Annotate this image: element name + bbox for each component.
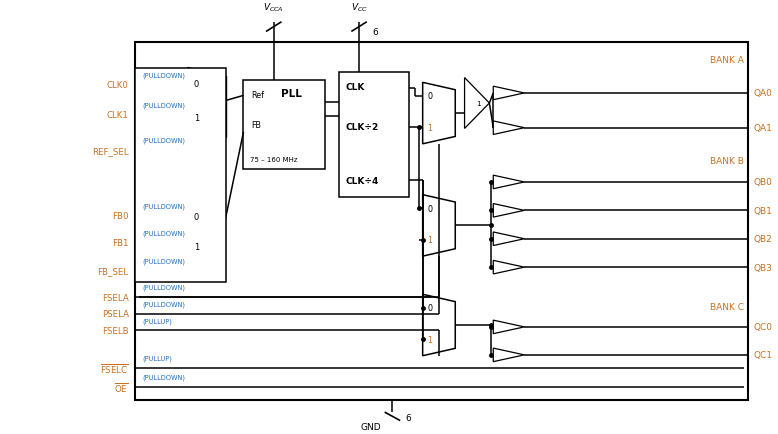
Polygon shape bbox=[493, 349, 524, 362]
Text: QA1: QA1 bbox=[753, 124, 772, 133]
Text: QB3: QB3 bbox=[753, 263, 772, 272]
Polygon shape bbox=[493, 87, 524, 101]
Polygon shape bbox=[493, 320, 524, 334]
Text: FB: FB bbox=[251, 121, 261, 130]
Text: Ref: Ref bbox=[251, 90, 265, 99]
Text: FSELB: FSELB bbox=[102, 326, 128, 335]
Text: (PULLDOWN): (PULLDOWN) bbox=[142, 374, 186, 380]
Text: 0: 0 bbox=[427, 304, 433, 312]
Polygon shape bbox=[422, 83, 455, 145]
Text: 1: 1 bbox=[194, 113, 199, 122]
Text: CLK÷2: CLK÷2 bbox=[345, 123, 378, 132]
Bar bbox=[339, 72, 408, 197]
Text: QA0: QA0 bbox=[753, 89, 772, 98]
Polygon shape bbox=[422, 295, 455, 356]
Text: 1: 1 bbox=[427, 236, 433, 244]
Text: $V_{CCA}$: $V_{CCA}$ bbox=[263, 2, 284, 14]
Polygon shape bbox=[187, 68, 223, 136]
Text: (PULLDOWN): (PULLDOWN) bbox=[142, 102, 186, 109]
Polygon shape bbox=[187, 204, 223, 263]
Bar bbox=[135, 77, 226, 138]
Text: 0: 0 bbox=[427, 92, 433, 101]
Polygon shape bbox=[422, 195, 455, 256]
Text: 0: 0 bbox=[194, 79, 199, 89]
Bar bbox=[135, 43, 748, 400]
Text: QB1: QB1 bbox=[753, 207, 772, 215]
Text: 6: 6 bbox=[405, 413, 412, 422]
Text: PSELA: PSELA bbox=[102, 309, 128, 319]
Text: (PULLDOWN): (PULLDOWN) bbox=[142, 230, 186, 236]
Text: (PULLDOWN): (PULLDOWN) bbox=[142, 258, 186, 265]
Text: CLK1: CLK1 bbox=[107, 111, 128, 120]
Text: (PULLUP): (PULLUP) bbox=[142, 355, 173, 361]
Text: REF_SEL: REF_SEL bbox=[92, 146, 128, 155]
Text: BANK B: BANK B bbox=[710, 157, 744, 166]
Text: BANK A: BANK A bbox=[710, 56, 744, 64]
Text: (PULLDOWN): (PULLDOWN) bbox=[142, 301, 186, 307]
Text: PLL: PLL bbox=[281, 89, 302, 99]
Text: FSELA: FSELA bbox=[102, 293, 128, 302]
Text: 0: 0 bbox=[194, 213, 199, 222]
Text: 1: 1 bbox=[476, 101, 481, 107]
Text: (PULLUP): (PULLUP) bbox=[142, 317, 173, 324]
Text: FB_SEL: FB_SEL bbox=[97, 267, 128, 276]
Text: FB1: FB1 bbox=[112, 239, 128, 247]
Text: CLK0: CLK0 bbox=[107, 81, 128, 90]
Text: BANK C: BANK C bbox=[710, 303, 744, 312]
Text: QB0: QB0 bbox=[753, 178, 772, 187]
Polygon shape bbox=[493, 122, 524, 135]
Polygon shape bbox=[464, 79, 489, 129]
Bar bbox=[244, 81, 325, 170]
Text: GND: GND bbox=[360, 422, 381, 431]
Polygon shape bbox=[493, 233, 524, 246]
Text: (PULLDOWN): (PULLDOWN) bbox=[142, 203, 186, 210]
Text: QB2: QB2 bbox=[753, 235, 772, 243]
Text: QC0: QC0 bbox=[753, 322, 772, 332]
Text: FB0: FB0 bbox=[112, 212, 128, 221]
Text: 1: 1 bbox=[427, 335, 433, 344]
Text: 0: 0 bbox=[427, 204, 433, 213]
Text: CLK÷4: CLK÷4 bbox=[345, 177, 378, 185]
Text: $\overline{\rm OE}$: $\overline{\rm OE}$ bbox=[114, 380, 128, 394]
Text: QC1: QC1 bbox=[753, 351, 772, 359]
Polygon shape bbox=[493, 261, 524, 274]
Text: (PULLDOWN): (PULLDOWN) bbox=[142, 138, 186, 144]
Text: $V_{CC}$: $V_{CC}$ bbox=[351, 2, 367, 14]
Text: 1: 1 bbox=[194, 243, 199, 251]
Text: 75 – 160 MHz: 75 – 160 MHz bbox=[250, 156, 297, 162]
Text: (PULLDOWN): (PULLDOWN) bbox=[142, 284, 186, 291]
Text: 6: 6 bbox=[372, 28, 378, 37]
Text: $\overline{\rm FSELC}$: $\overline{\rm FSELC}$ bbox=[100, 361, 128, 375]
Bar bbox=[135, 68, 226, 282]
Polygon shape bbox=[493, 176, 524, 189]
Text: (PULLDOWN): (PULLDOWN) bbox=[142, 72, 186, 79]
Text: CLK: CLK bbox=[345, 83, 364, 92]
Polygon shape bbox=[493, 204, 524, 217]
Text: 1: 1 bbox=[427, 123, 433, 132]
